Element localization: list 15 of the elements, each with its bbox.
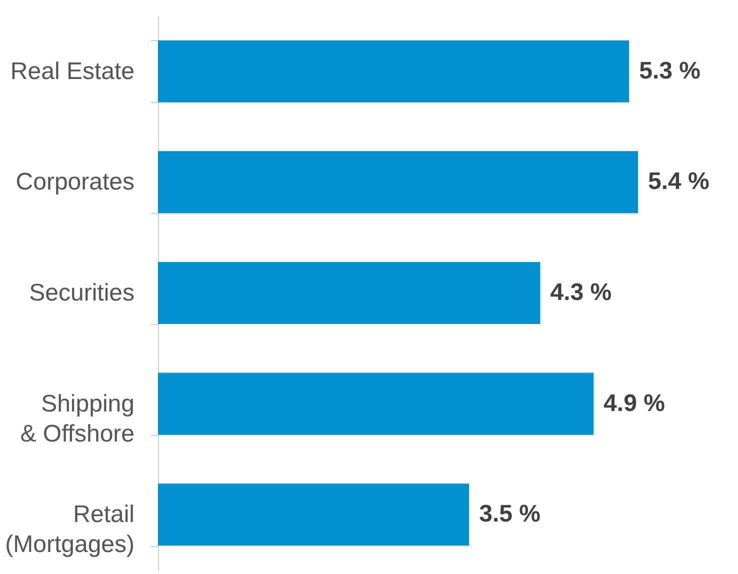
bar xyxy=(158,262,540,324)
y-tick-label: Real Estate xyxy=(10,58,134,85)
bar xyxy=(158,40,630,102)
y-tick-label: Retail (Mortgages) xyxy=(5,501,134,558)
bar xyxy=(158,151,638,214)
data-label: 4.9 % xyxy=(604,390,665,417)
y-tick-label: Shipping & Offshore xyxy=(20,390,134,448)
y-tick-label: Corporates xyxy=(16,168,134,196)
bar xyxy=(158,484,470,546)
data-label: 5.4 % xyxy=(648,168,710,196)
y-tick-label: Securities xyxy=(29,280,134,306)
bar xyxy=(158,372,594,435)
data-label: 5.3 % xyxy=(639,57,700,84)
data-label: 3.5 % xyxy=(479,500,540,528)
data-label: 4.3 % xyxy=(550,279,612,306)
